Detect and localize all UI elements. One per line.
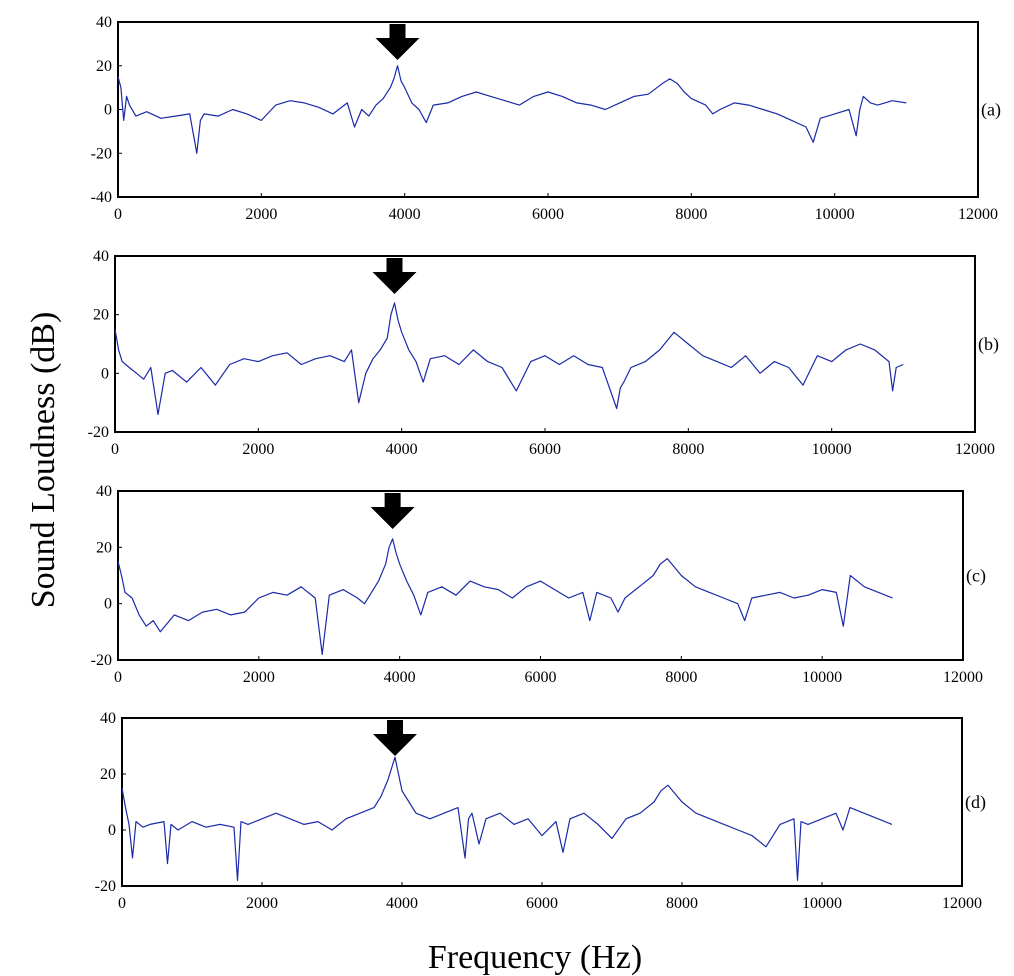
- y-tick-label: 40: [96, 483, 112, 500]
- x-tick-label: 0: [118, 895, 126, 912]
- x-tick-label: 6000: [529, 441, 561, 458]
- y-tick-label: 20: [93, 307, 109, 324]
- spectrum-line: [117, 65, 907, 154]
- y-tick-label: 20: [96, 539, 112, 556]
- x-tick-label: 6000: [525, 669, 557, 686]
- x-tick-label: 2000: [242, 441, 274, 458]
- y-axis-title: Sound Loudness (dB): [25, 312, 62, 609]
- peak-arrow: [370, 493, 415, 529]
- panel-label: (b): [978, 334, 999, 355]
- x-tick-label: 0: [111, 441, 119, 458]
- x-tick-label: 8000: [666, 895, 698, 912]
- panel-label: (a): [981, 100, 1001, 121]
- x-tick-label: 6000: [532, 206, 564, 223]
- y-tick-label: -20: [88, 424, 109, 441]
- y-tick-label: 20: [100, 766, 116, 783]
- x-tick-label: 10000: [812, 441, 852, 458]
- spectrum-line: [114, 302, 904, 415]
- y-tick-label: 0: [104, 596, 112, 613]
- x-tick-label: 10000: [815, 206, 855, 223]
- y-tick-label: 0: [104, 102, 112, 119]
- x-tick-label: 0: [114, 206, 122, 223]
- spectrum-line: [117, 538, 893, 656]
- x-tick-label: 6000: [526, 895, 558, 912]
- x-tick-label: 4000: [386, 441, 418, 458]
- y-tick-label: -20: [95, 878, 116, 895]
- y-tick-label: -20: [91, 145, 112, 162]
- x-tick-label: 12000: [958, 206, 998, 223]
- y-tick-label: 0: [108, 822, 116, 839]
- x-tick-label: 2000: [243, 669, 275, 686]
- x-tick-label: 8000: [675, 206, 707, 223]
- panel-label: (d): [965, 792, 986, 813]
- panel-label: (c): [966, 566, 986, 587]
- y-tick-label: 20: [96, 58, 112, 75]
- y-tick-label: 40: [100, 710, 116, 727]
- x-axis-title: Frequency (Hz): [428, 939, 642, 976]
- x-tick-label: 2000: [245, 206, 277, 223]
- y-tick-label: -40: [91, 189, 112, 206]
- x-tick-label: 12000: [955, 441, 995, 458]
- x-tick-label: 4000: [384, 669, 416, 686]
- x-tick-label: 8000: [665, 669, 697, 686]
- x-tick-label: 4000: [389, 206, 421, 223]
- x-tick-label: 2000: [246, 895, 278, 912]
- spectrum-line: [121, 756, 893, 882]
- x-tick-label: 12000: [943, 669, 983, 686]
- peak-arrow: [375, 24, 420, 60]
- y-tick-label: 0: [101, 365, 109, 382]
- y-tick-label: 40: [93, 248, 109, 265]
- peak-arrow: [372, 258, 417, 294]
- x-tick-label: 10000: [802, 895, 842, 912]
- x-tick-label: 0: [114, 669, 122, 686]
- x-tick-label: 4000: [386, 895, 418, 912]
- x-tick-label: 12000: [942, 895, 982, 912]
- peak-arrow: [373, 720, 417, 756]
- x-tick-label: 10000: [802, 669, 842, 686]
- y-tick-label: -20: [91, 652, 112, 669]
- panel-a: -40 -20 0 20 40 0 2000 4000 6000 8000 10000 12000 (a…: [91, 14, 1001, 223]
- y-tick-label: 40: [96, 14, 112, 31]
- x-tick-label: 8000: [672, 441, 704, 458]
